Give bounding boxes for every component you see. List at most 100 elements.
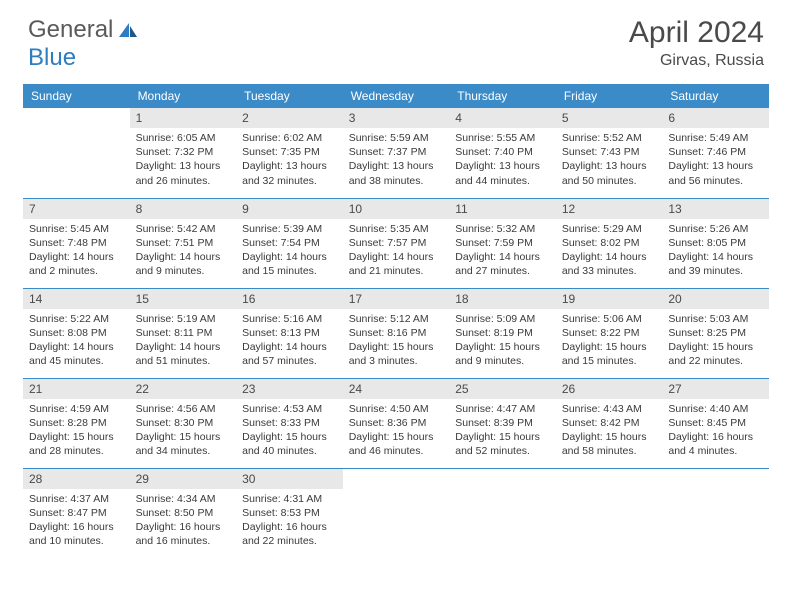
day-number: 26 [556, 379, 663, 399]
day-number: 21 [23, 379, 130, 399]
daylight-text: Daylight: 13 hours and 38 minutes. [349, 159, 444, 187]
daylight-text: Daylight: 14 hours and 27 minutes. [455, 250, 550, 278]
sunset-text: Sunset: 8:11 PM [136, 326, 231, 340]
day-details: Sunrise: 5:52 AMSunset: 7:43 PMDaylight:… [556, 128, 663, 194]
daylight-text: Daylight: 15 hours and 28 minutes. [29, 430, 124, 458]
sunset-text: Sunset: 8:05 PM [668, 236, 763, 250]
sunset-text: Sunset: 7:46 PM [668, 145, 763, 159]
daylight-text: Daylight: 14 hours and 9 minutes. [136, 250, 231, 278]
day-details: Sunrise: 4:56 AMSunset: 8:30 PMDaylight:… [130, 399, 237, 465]
dayhead-fri: Friday [556, 84, 663, 108]
day-number: 28 [23, 469, 130, 489]
sunset-text: Sunset: 8:33 PM [242, 416, 337, 430]
daylight-text: Daylight: 14 hours and 51 minutes. [136, 340, 231, 368]
daylight-text: Daylight: 15 hours and 9 minutes. [455, 340, 550, 368]
daylight-text: Daylight: 13 hours and 50 minutes. [562, 159, 657, 187]
day-details: Sunrise: 4:37 AMSunset: 8:47 PMDaylight:… [23, 489, 130, 555]
day-number [23, 108, 130, 114]
daylight-text: Daylight: 14 hours and 57 minutes. [242, 340, 337, 368]
sunset-text: Sunset: 7:32 PM [136, 145, 231, 159]
day-number: 4 [449, 108, 556, 128]
daylight-text: Daylight: 14 hours and 33 minutes. [562, 250, 657, 278]
sunrise-text: Sunrise: 5:22 AM [29, 312, 124, 326]
week-row: 1Sunrise: 6:05 AMSunset: 7:32 PMDaylight… [23, 108, 769, 198]
day-number [449, 469, 556, 475]
day-number: 5 [556, 108, 663, 128]
daylight-text: Daylight: 15 hours and 40 minutes. [242, 430, 337, 458]
daylight-text: Daylight: 13 hours and 44 minutes. [455, 159, 550, 187]
sunset-text: Sunset: 8:50 PM [136, 506, 231, 520]
day-details: Sunrise: 6:02 AMSunset: 7:35 PMDaylight:… [236, 128, 343, 194]
day-details: Sunrise: 4:34 AMSunset: 8:50 PMDaylight:… [130, 489, 237, 555]
day-cell: 3Sunrise: 5:59 AMSunset: 7:37 PMDaylight… [343, 108, 450, 198]
daylight-text: Daylight: 14 hours and 39 minutes. [668, 250, 763, 278]
daylight-text: Daylight: 13 hours and 32 minutes. [242, 159, 337, 187]
daylight-text: Daylight: 14 hours and 45 minutes. [29, 340, 124, 368]
sunset-text: Sunset: 7:37 PM [349, 145, 444, 159]
dayhead-tue: Tuesday [236, 84, 343, 108]
sunset-text: Sunset: 8:19 PM [455, 326, 550, 340]
sunset-text: Sunset: 8:28 PM [29, 416, 124, 430]
sunset-text: Sunset: 8:13 PM [242, 326, 337, 340]
daylight-text: Daylight: 16 hours and 16 minutes. [136, 520, 231, 548]
day-number [662, 469, 769, 475]
day-number: 9 [236, 199, 343, 219]
daylight-text: Daylight: 14 hours and 15 minutes. [242, 250, 337, 278]
day-number: 7 [23, 199, 130, 219]
daylight-text: Daylight: 15 hours and 46 minutes. [349, 430, 444, 458]
sunset-text: Sunset: 8:08 PM [29, 326, 124, 340]
day-details: Sunrise: 6:05 AMSunset: 7:32 PMDaylight:… [130, 128, 237, 194]
day-cell: 1Sunrise: 6:05 AMSunset: 7:32 PMDaylight… [130, 108, 237, 198]
sunrise-text: Sunrise: 5:59 AM [349, 131, 444, 145]
day-number: 27 [662, 379, 769, 399]
day-cell: 11Sunrise: 5:32 AMSunset: 7:59 PMDayligh… [449, 198, 556, 288]
day-number: 6 [662, 108, 769, 128]
sunrise-text: Sunrise: 4:31 AM [242, 492, 337, 506]
day-cell [556, 468, 663, 558]
day-cell: 16Sunrise: 5:16 AMSunset: 8:13 PMDayligh… [236, 288, 343, 378]
day-details: Sunrise: 4:50 AMSunset: 8:36 PMDaylight:… [343, 399, 450, 465]
day-number: 25 [449, 379, 556, 399]
week-row: 21Sunrise: 4:59 AMSunset: 8:28 PMDayligh… [23, 378, 769, 468]
day-details: Sunrise: 4:53 AMSunset: 8:33 PMDaylight:… [236, 399, 343, 465]
title-block: April 2024 Girvas, Russia [629, 16, 764, 70]
day-details: Sunrise: 4:31 AMSunset: 8:53 PMDaylight:… [236, 489, 343, 555]
sunrise-text: Sunrise: 4:53 AM [242, 402, 337, 416]
day-details: Sunrise: 5:29 AMSunset: 8:02 PMDaylight:… [556, 219, 663, 285]
day-cell: 30Sunrise: 4:31 AMSunset: 8:53 PMDayligh… [236, 468, 343, 558]
sunrise-text: Sunrise: 5:03 AM [668, 312, 763, 326]
sunset-text: Sunset: 7:54 PM [242, 236, 337, 250]
day-number: 19 [556, 289, 663, 309]
sunrise-text: Sunrise: 4:47 AM [455, 402, 550, 416]
sunrise-text: Sunrise: 4:43 AM [562, 402, 657, 416]
sunrise-text: Sunrise: 5:32 AM [455, 222, 550, 236]
day-details: Sunrise: 5:12 AMSunset: 8:16 PMDaylight:… [343, 309, 450, 375]
day-cell: 28Sunrise: 4:37 AMSunset: 8:47 PMDayligh… [23, 468, 130, 558]
dayhead-mon: Monday [130, 84, 237, 108]
day-cell: 7Sunrise: 5:45 AMSunset: 7:48 PMDaylight… [23, 198, 130, 288]
sunrise-text: Sunrise: 5:26 AM [668, 222, 763, 236]
day-details: Sunrise: 5:03 AMSunset: 8:25 PMDaylight:… [662, 309, 769, 375]
sunrise-text: Sunrise: 5:09 AM [455, 312, 550, 326]
logo-text-blue: Blue [28, 44, 76, 71]
day-number: 16 [236, 289, 343, 309]
sunset-text: Sunset: 8:36 PM [349, 416, 444, 430]
day-number: 29 [130, 469, 237, 489]
day-details: Sunrise: 5:06 AMSunset: 8:22 PMDaylight:… [556, 309, 663, 375]
day-cell: 14Sunrise: 5:22 AMSunset: 8:08 PMDayligh… [23, 288, 130, 378]
daylight-text: Daylight: 15 hours and 58 minutes. [562, 430, 657, 458]
sunrise-text: Sunrise: 5:55 AM [455, 131, 550, 145]
sunset-text: Sunset: 7:51 PM [136, 236, 231, 250]
sunset-text: Sunset: 7:59 PM [455, 236, 550, 250]
sunset-text: Sunset: 8:30 PM [136, 416, 231, 430]
day-number: 17 [343, 289, 450, 309]
sunset-text: Sunset: 8:22 PM [562, 326, 657, 340]
sunrise-text: Sunrise: 5:19 AM [136, 312, 231, 326]
day-details: Sunrise: 5:35 AMSunset: 7:57 PMDaylight:… [343, 219, 450, 285]
day-cell: 21Sunrise: 4:59 AMSunset: 8:28 PMDayligh… [23, 378, 130, 468]
week-row: 28Sunrise: 4:37 AMSunset: 8:47 PMDayligh… [23, 468, 769, 558]
day-cell: 10Sunrise: 5:35 AMSunset: 7:57 PMDayligh… [343, 198, 450, 288]
daylight-text: Daylight: 16 hours and 10 minutes. [29, 520, 124, 548]
logo-sail-icon [117, 21, 139, 39]
sunrise-text: Sunrise: 5:06 AM [562, 312, 657, 326]
